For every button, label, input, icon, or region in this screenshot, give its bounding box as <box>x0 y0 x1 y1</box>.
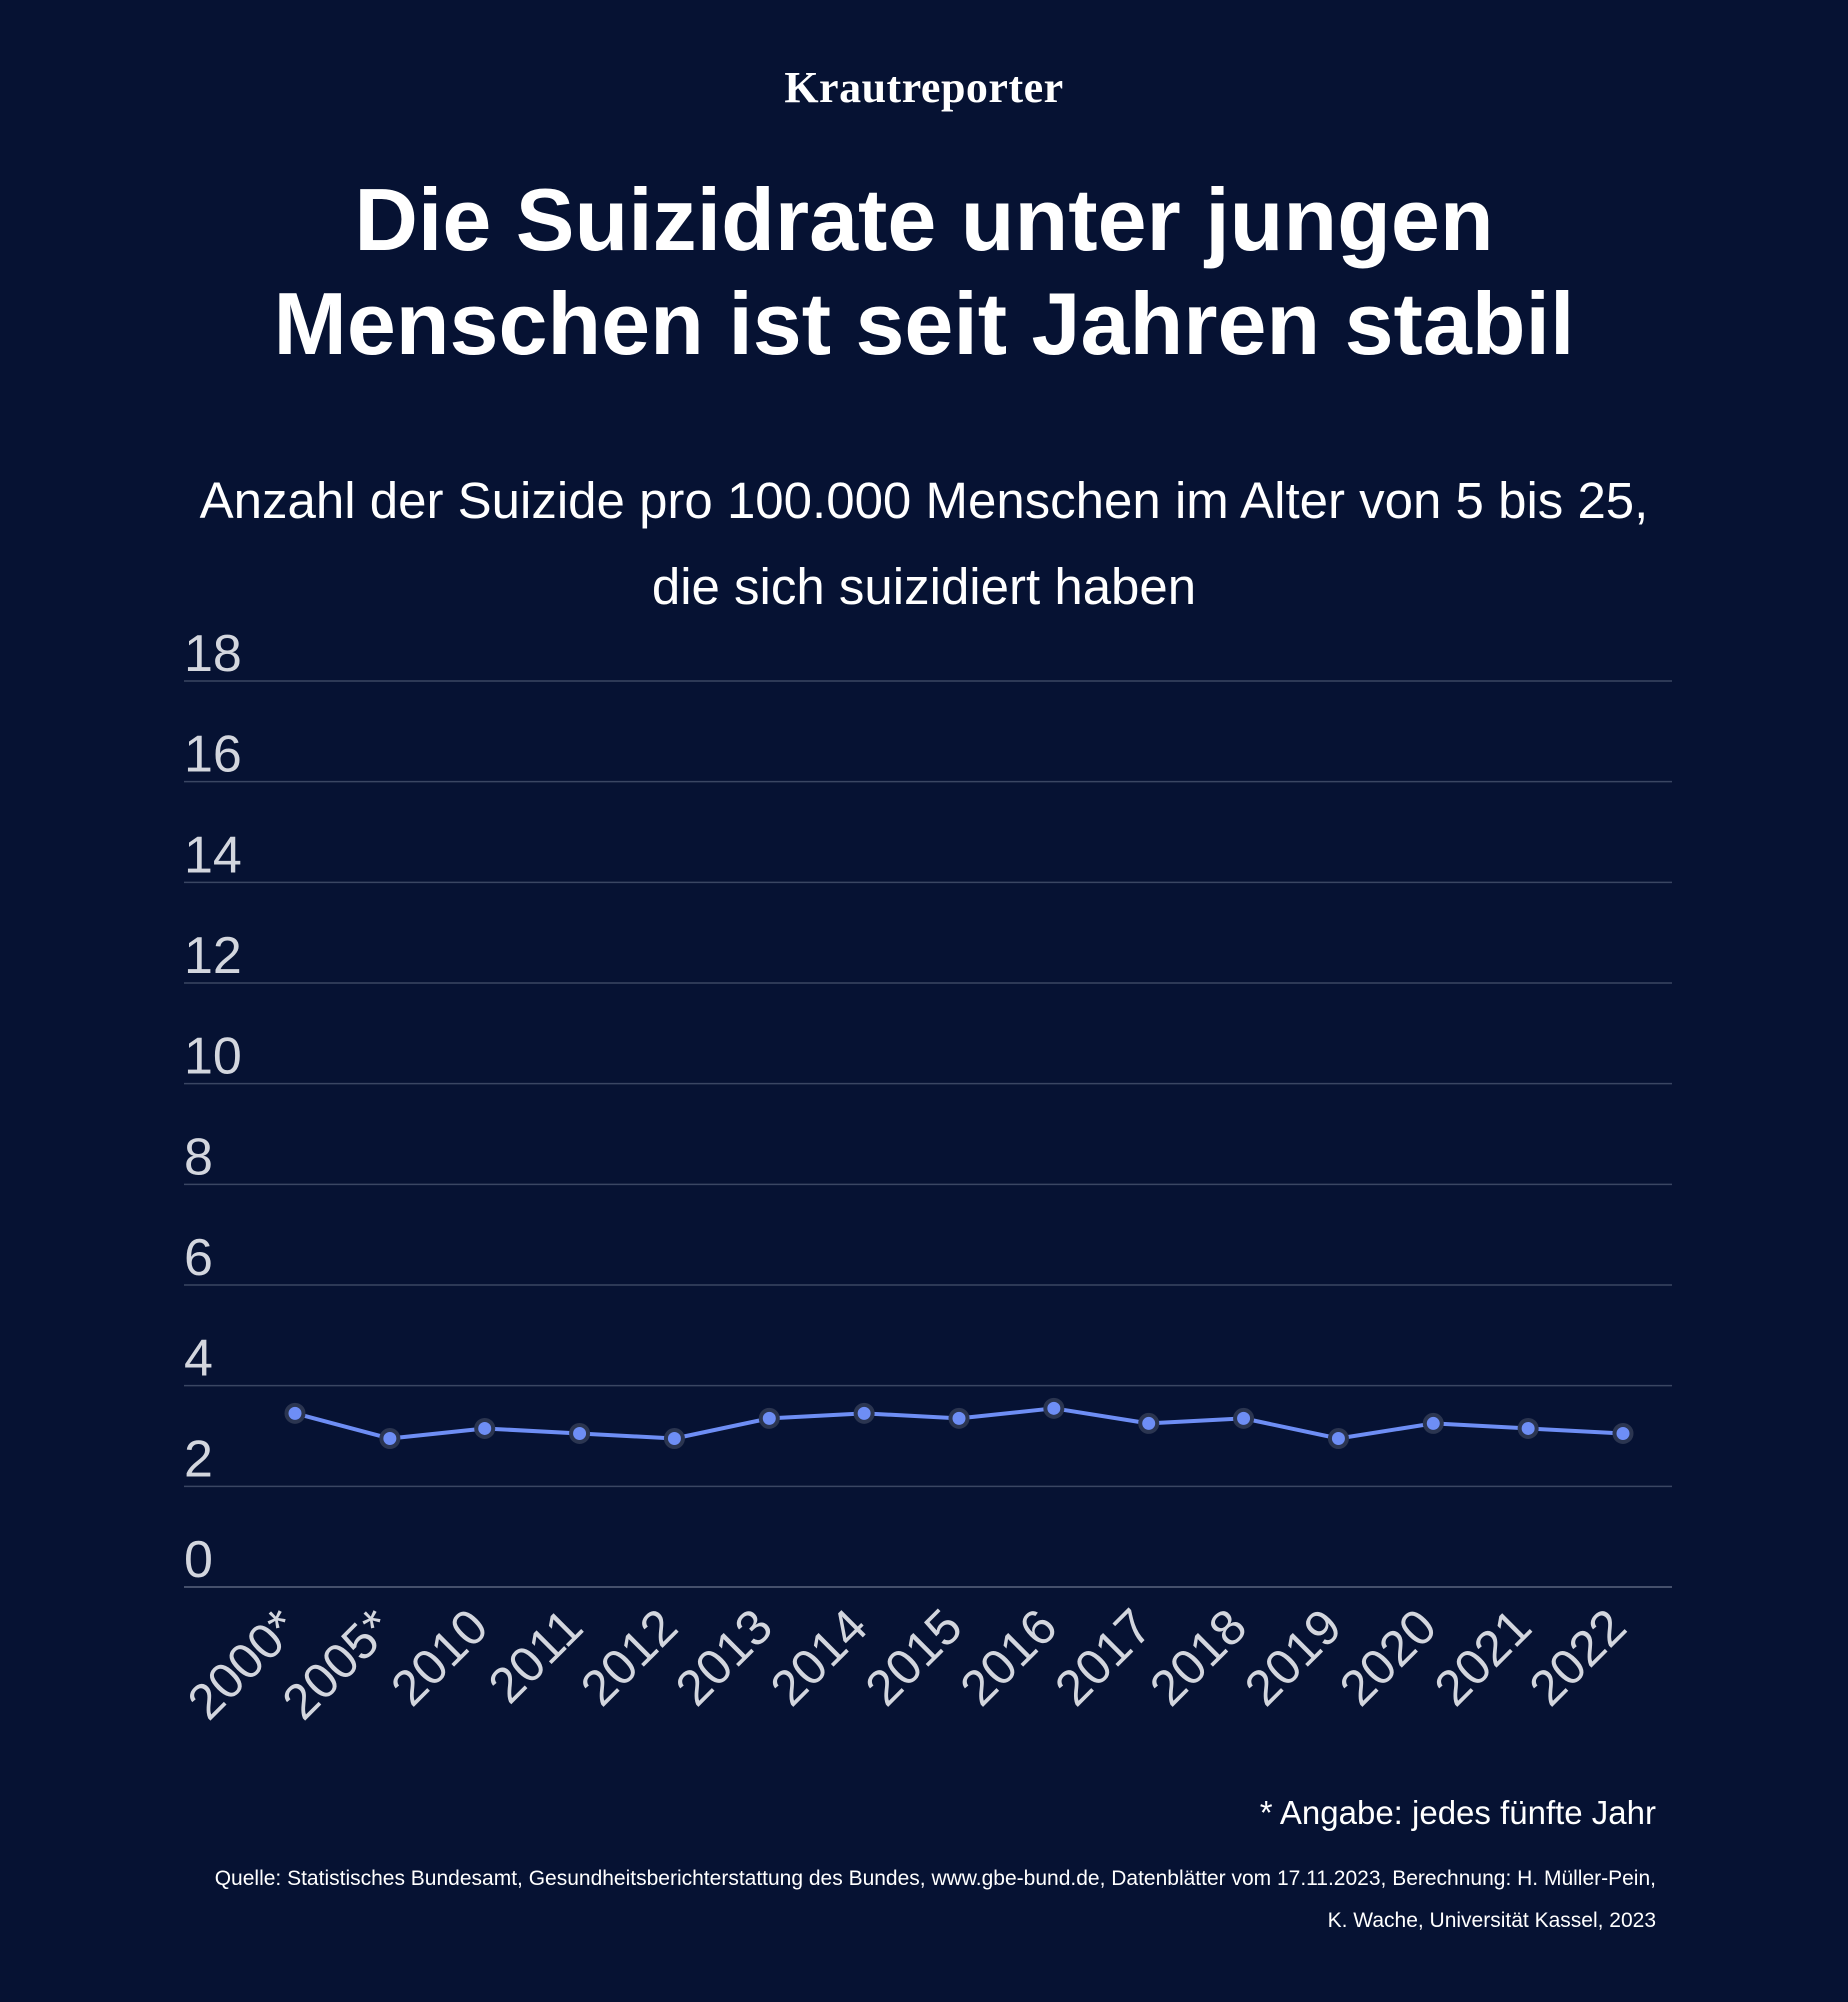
data-point-2005 <box>379 1428 401 1450</box>
source-line-1: Quelle: Statistisches Bundesamt, Gesundh… <box>214 1867 1656 1890</box>
y-tick-label-16: 16 <box>184 726 242 784</box>
data-point-2021 <box>1517 1417 1539 1439</box>
chart-title-line-1: Die Suizidrate unter jungen <box>354 170 1494 269</box>
line-chart: 0246810121416182000*2005*201020112012201… <box>177 625 1672 1730</box>
chart-subtitle: Anzahl der Suizide pro 100.000 Menschen … <box>0 458 1848 630</box>
x-tick-label-6: 2014 <box>760 1598 878 1716</box>
x-tick-label-3: 2011 <box>478 1598 594 1714</box>
data-point-2019 <box>1327 1428 1349 1450</box>
data-point-2020 <box>1422 1412 1444 1434</box>
x-tick-label-5: 2013 <box>665 1598 783 1716</box>
data-point-2018 <box>1233 1407 1255 1429</box>
data-point-2014 <box>853 1402 875 1424</box>
x-tick-label-11: 2019 <box>1234 1598 1352 1716</box>
y-tick-label-12: 12 <box>184 927 242 985</box>
chart-title: Die Suizidrate unter jungen Menschen ist… <box>0 168 1848 376</box>
x-tick-label-1: 2005* <box>272 1598 404 1730</box>
chart-title-line-2: Menschen ist seit Jahren stabil <box>273 274 1575 373</box>
y-tick-label-0: 0 <box>184 1531 213 1589</box>
y-tick-label-18: 18 <box>184 625 242 683</box>
chart-subtitle-line-2: die sich suizidiert haben <box>651 558 1197 615</box>
source-note: Quelle: Statistisches Bundesamt, Gesundh… <box>96 1858 1656 1942</box>
data-point-2010 <box>474 1417 496 1439</box>
x-tick-label-8: 2016 <box>949 1598 1067 1716</box>
x-tick-label-2: 2010 <box>380 1598 498 1716</box>
y-tick-label-10: 10 <box>184 1028 242 1086</box>
data-point-2016 <box>1043 1397 1065 1419</box>
y-tick-label-4: 4 <box>184 1330 213 1388</box>
x-tick-label-0: 2000* <box>177 1598 309 1730</box>
brand-logo: Krautreporter <box>784 63 1064 112</box>
data-point-2011 <box>569 1422 591 1444</box>
data-point-2012 <box>663 1428 685 1450</box>
y-tick-label-8: 8 <box>184 1128 213 1186</box>
y-tick-label-6: 6 <box>184 1229 213 1287</box>
x-tick-label-9: 2017 <box>1044 1598 1162 1716</box>
x-tick-label-4: 2012 <box>570 1598 688 1716</box>
x-tick-label-7: 2015 <box>855 1598 973 1716</box>
data-point-2013 <box>758 1407 780 1429</box>
x-tick-label-13: 2021 <box>1424 1598 1542 1716</box>
source-line-2: K. Wache, Universität Kassel, 2023 <box>1327 1909 1656 1932</box>
data-point-2022 <box>1612 1422 1634 1444</box>
y-tick-label-2: 2 <box>184 1430 213 1488</box>
x-tick-label-14: 2022 <box>1519 1598 1637 1716</box>
x-tick-label-10: 2018 <box>1139 1598 1257 1716</box>
chart-subtitle-line-1: Anzahl der Suizide pro 100.000 Menschen … <box>199 472 1649 529</box>
data-point-2000 <box>284 1402 306 1424</box>
footnote: * Angabe: jedes fünfte Jahr <box>1259 1794 1656 1831</box>
y-tick-label-14: 14 <box>184 826 242 884</box>
data-point-2017 <box>1138 1412 1160 1434</box>
data-point-2015 <box>948 1407 970 1429</box>
x-tick-label-12: 2020 <box>1329 1598 1447 1716</box>
